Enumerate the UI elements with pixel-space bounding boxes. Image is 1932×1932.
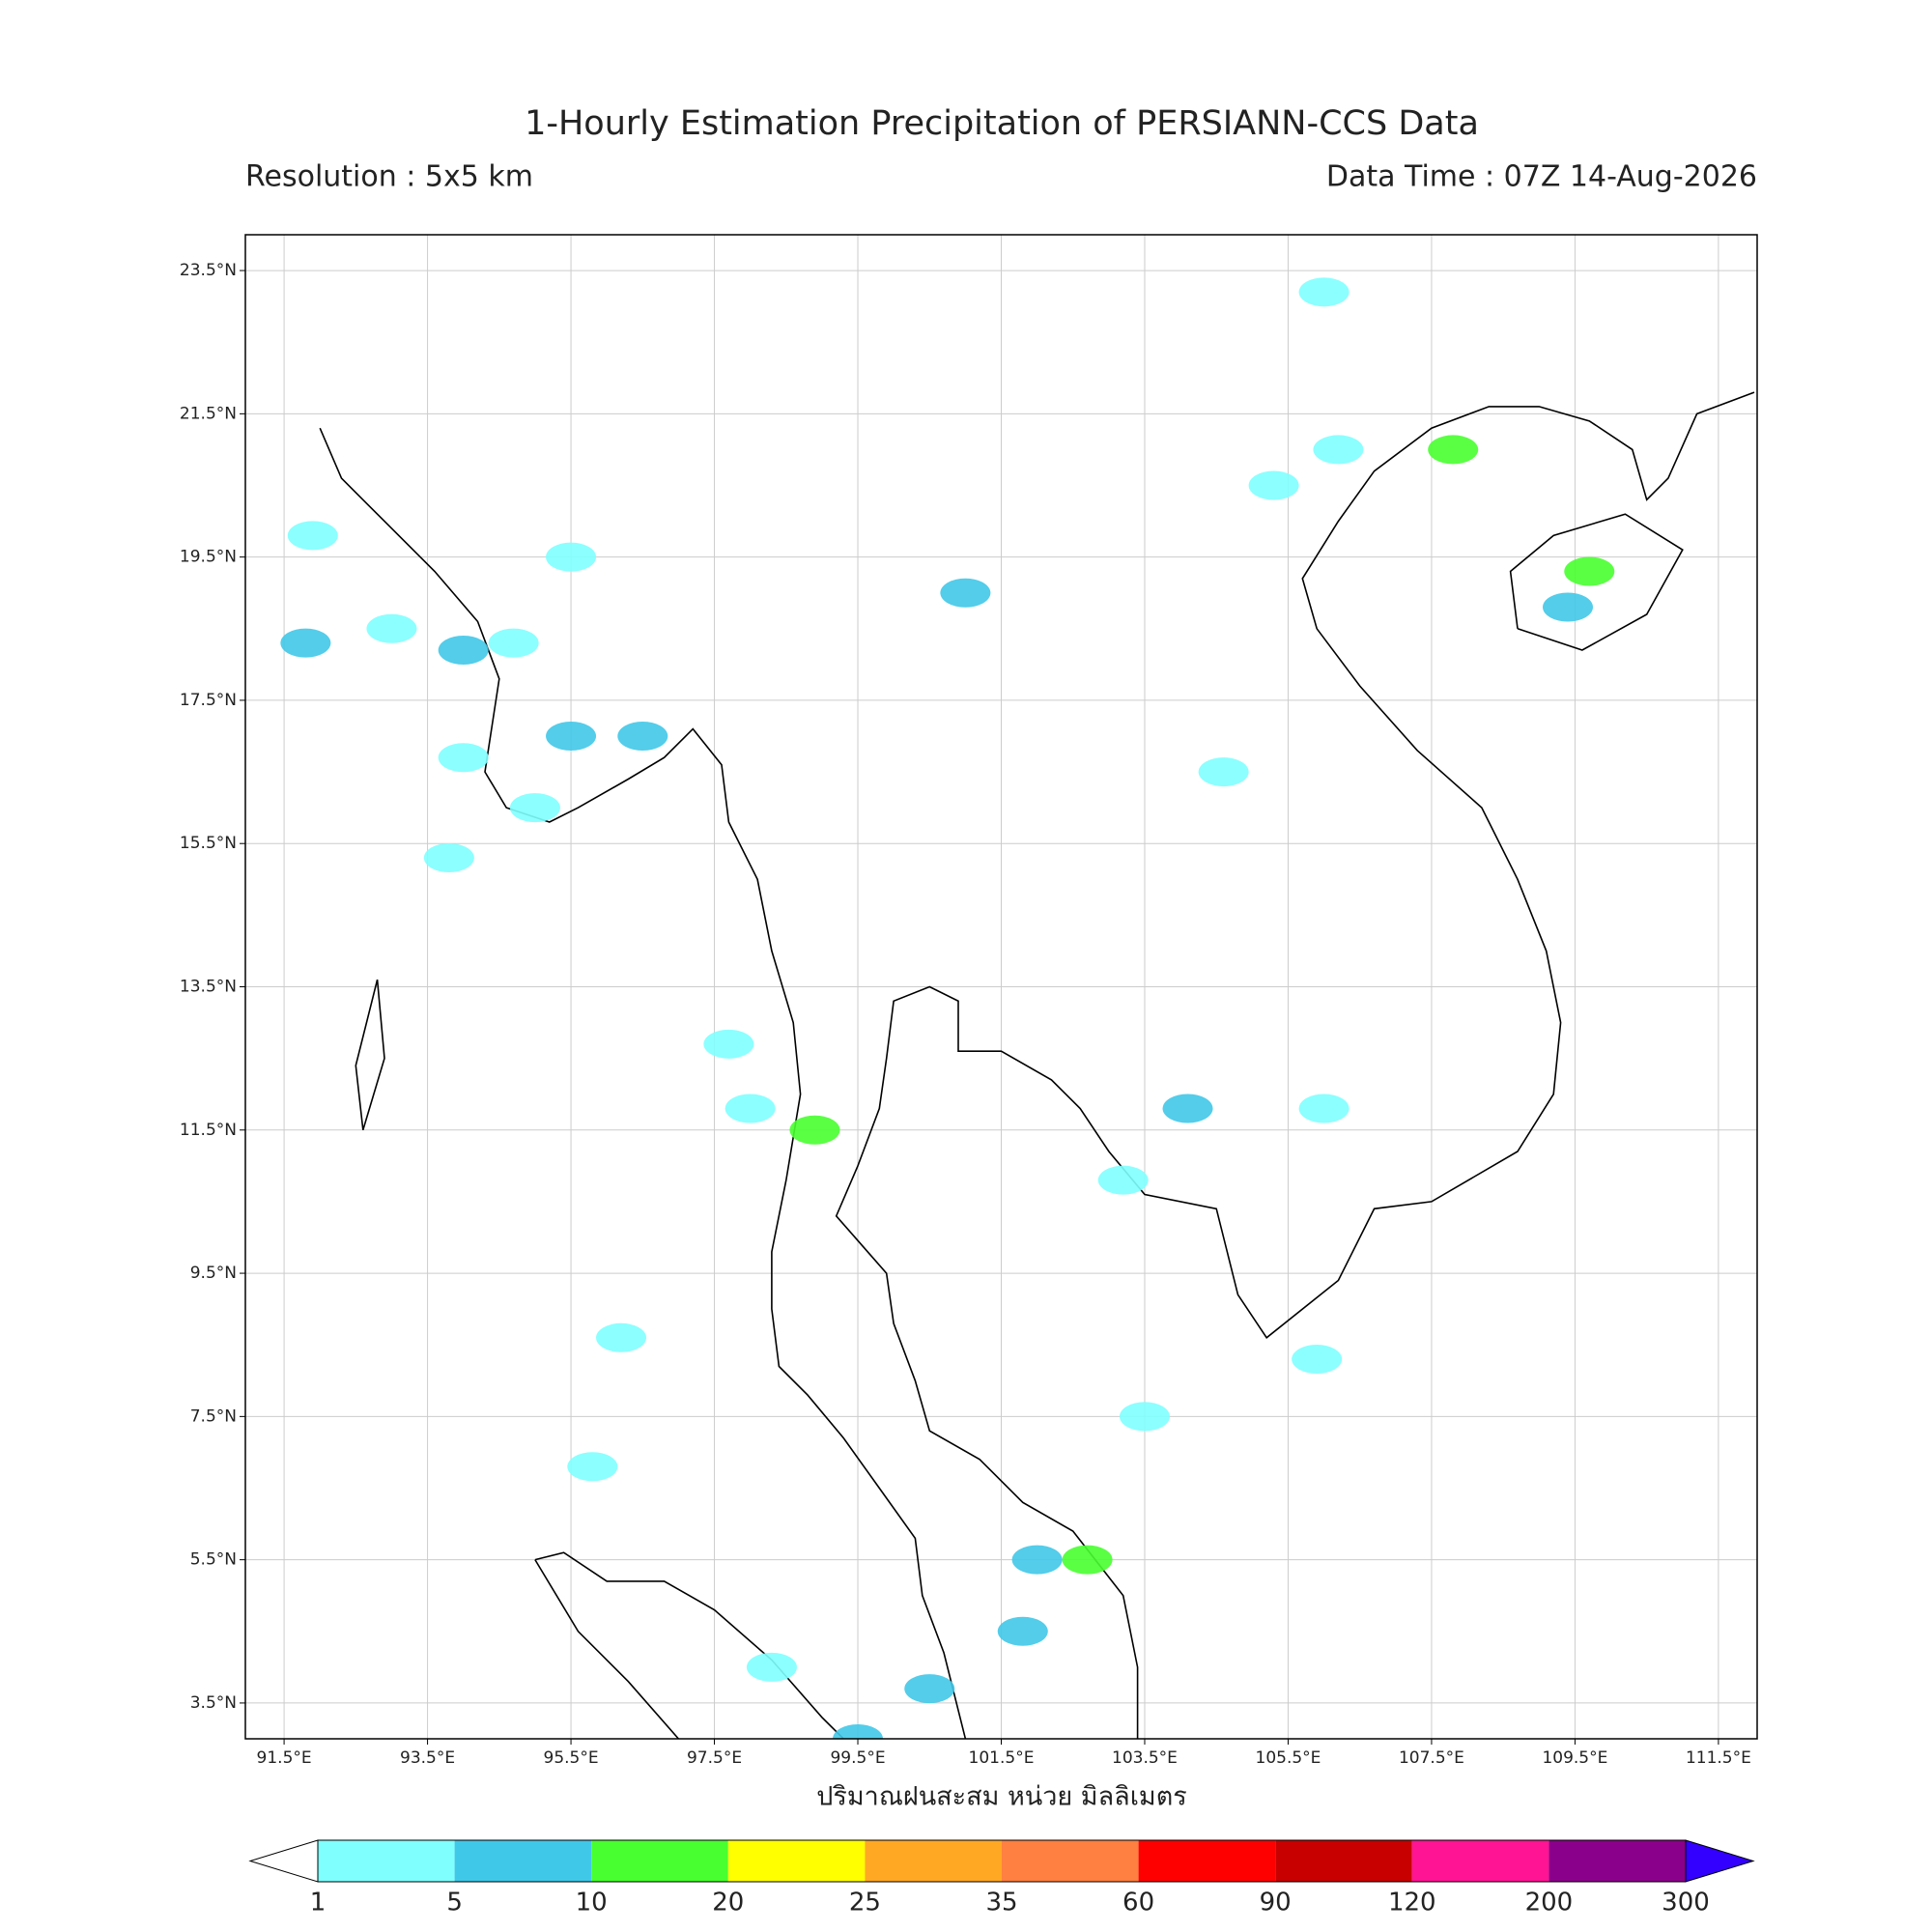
- x-tick-label: 97.5°E: [687, 1748, 742, 1768]
- rain-cell: [833, 1724, 884, 1739]
- rain-cell: [488, 628, 539, 658]
- coastline: [835, 391, 1755, 1739]
- rain-cell: [1011, 1545, 1063, 1575]
- colorbar-box: [318, 1840, 455, 1882]
- rain-cell: [1313, 435, 1364, 465]
- title: 1-Hourly Estimation Precipitation of PER…: [525, 104, 1479, 143]
- rain-cell: [1428, 435, 1479, 465]
- coastline: [534, 1551, 844, 1739]
- rain-cell: [366, 613, 417, 643]
- x-tick-label: 109.5°E: [1542, 1748, 1607, 1768]
- colorbar-label: 25: [849, 1889, 881, 1918]
- y-tick-label: 19.5°N: [180, 548, 237, 567]
- colorbar-label: 20: [712, 1889, 744, 1918]
- colorbar-label: 5: [446, 1889, 463, 1918]
- rain-cell: [567, 1452, 618, 1482]
- rain-cell: [596, 1322, 647, 1352]
- rain-cell: [1119, 1402, 1170, 1432]
- colorbar-box: [454, 1840, 592, 1882]
- x-axis-label: ปริมาณฝนสะสม หน่วย มิลลิเมตร: [816, 1782, 1187, 1812]
- colorbar-box: [865, 1840, 1002, 1882]
- colorbar-box: [1138, 1840, 1276, 1882]
- rain-cell: [1062, 1545, 1113, 1575]
- colorbar-box: [1002, 1840, 1139, 1882]
- colorbar-box: [1411, 1840, 1549, 1882]
- coastline: [319, 427, 967, 1739]
- y-tick-label: 23.5°N: [180, 261, 237, 280]
- rain-cell: [438, 636, 489, 666]
- rain-cell: [1162, 1094, 1213, 1123]
- y-tick-label: 5.5°N: [190, 1550, 237, 1570]
- coastline: [355, 979, 385, 1131]
- rain-cell: [904, 1674, 955, 1704]
- rain-cell: [789, 1115, 840, 1145]
- colorbar-box: [591, 1840, 728, 1882]
- rain-cell: [746, 1652, 797, 1682]
- coastline: [534, 1559, 680, 1739]
- x-tick-label: 103.5°E: [1112, 1748, 1178, 1768]
- rain-cell: [1298, 1094, 1350, 1123]
- rain-cell: [703, 1029, 754, 1059]
- rain-cell: [509, 793, 560, 823]
- y-tick-label: 15.5°N: [180, 834, 237, 853]
- x-tick-label: 101.5°E: [969, 1748, 1035, 1768]
- rain-cell: [724, 1094, 776, 1123]
- rain-cell: [1292, 1345, 1343, 1375]
- data-time: Data Time : 07Z 14-Aug-2026: [1326, 160, 1757, 194]
- colorbar-label: 35: [985, 1889, 1017, 1918]
- colorbar-box: [727, 1840, 866, 1882]
- rain-cell: [438, 743, 489, 773]
- y-tick-label: 11.5°N: [180, 1121, 237, 1140]
- colorbar-frame: [317, 1839, 1687, 1883]
- x-tick-label: 107.5°E: [1399, 1748, 1464, 1768]
- coastline: [1509, 513, 1684, 651]
- rain-cell: [617, 722, 668, 751]
- rain-cell: [1198, 757, 1249, 787]
- colorbar-under: [248, 1839, 319, 1883]
- x-tick-label: 95.5°E: [544, 1748, 599, 1768]
- x-tick-label: 111.5°E: [1686, 1748, 1751, 1768]
- y-tick-label: 17.5°N: [180, 691, 237, 710]
- plot-area: [245, 235, 1757, 1739]
- rain-cell: [1564, 556, 1615, 586]
- rain-cell: [1543, 592, 1594, 622]
- rain-cell: [1298, 277, 1350, 307]
- colorbar-label: 300: [1662, 1889, 1710, 1918]
- colorbar-label: 1: [310, 1889, 327, 1918]
- colorbar-label: 60: [1122, 1889, 1154, 1918]
- y-tick-label: 13.5°N: [180, 978, 237, 997]
- rain-cell: [423, 843, 474, 873]
- x-tick-label: 99.5°E: [830, 1748, 885, 1768]
- colorbar-label: 120: [1388, 1889, 1436, 1918]
- y-tick-label: 3.5°N: [190, 1693, 237, 1713]
- x-tick-label: 91.5°E: [257, 1748, 312, 1768]
- y-tick-label: 21.5°N: [180, 404, 237, 423]
- colorbar: 1 5 10 20 25 35 60 90 120 200 300: [248, 1839, 1755, 1918]
- rain-cell: [997, 1616, 1048, 1646]
- colorbar-box: [1548, 1840, 1686, 1882]
- y-tick-label: 7.5°N: [190, 1406, 237, 1426]
- rain-cell: [546, 722, 597, 751]
- resolution: Resolution : 5x5 km: [245, 160, 533, 194]
- rain-cell: [280, 628, 331, 658]
- y-tick-label: 9.5°N: [190, 1264, 237, 1283]
- colorbar-label: 90: [1260, 1889, 1292, 1918]
- colorbar-label: 10: [576, 1889, 608, 1918]
- x-tick-label: 93.5°E: [400, 1748, 455, 1768]
- colorbar-over: [1685, 1839, 1755, 1883]
- x-tick-label: 105.5°E: [1256, 1748, 1321, 1768]
- rain-cell: [1248, 470, 1299, 500]
- colorbar-label: 200: [1525, 1889, 1574, 1918]
- rain-cell: [546, 542, 597, 572]
- rain-cell: [287, 521, 338, 551]
- rain-cell: [1097, 1165, 1149, 1195]
- colorbar-box: [1275, 1840, 1412, 1882]
- rain-cell: [940, 578, 991, 608]
